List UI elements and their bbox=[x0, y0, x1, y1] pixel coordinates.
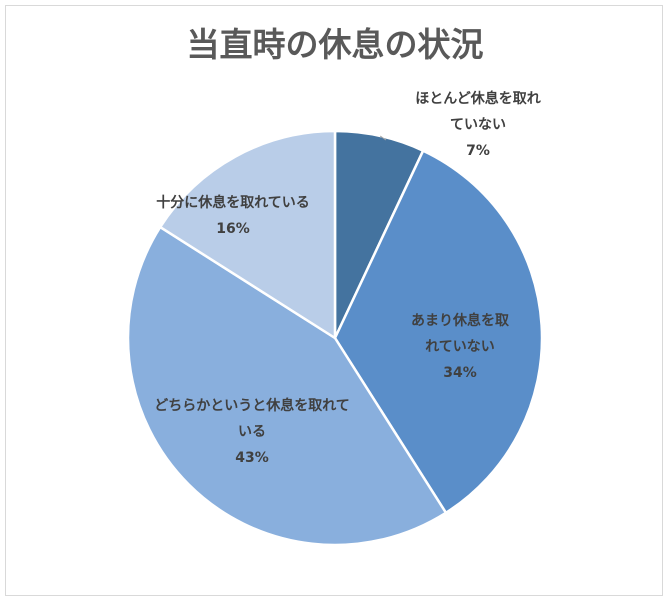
value-label: 7% bbox=[466, 143, 490, 159]
pie-slice bbox=[126, 225, 448, 547]
leader-line bbox=[379, 135, 387, 141]
category-label: あまり休息を取れていない bbox=[411, 313, 509, 355]
chart-frame bbox=[5, 5, 663, 596]
category-label: ほとんど休息を取れていない bbox=[415, 91, 541, 133]
value-label: 16% bbox=[216, 221, 250, 237]
chart-title: 当直時の休息の状況 bbox=[186, 25, 484, 64]
data-label: どちらかというと休息を取れている 43% bbox=[152, 393, 352, 471]
pie-slice bbox=[333, 149, 544, 515]
value-label: 43% bbox=[235, 450, 269, 466]
data-label: あまり休息を取れていない 34% bbox=[408, 308, 513, 386]
data-label: 十分に休息を取れている 16% bbox=[156, 190, 310, 242]
category-label: 十分に休息を取れている bbox=[156, 195, 310, 211]
pie-slice bbox=[158, 129, 337, 341]
value-label: 34% bbox=[443, 365, 477, 381]
category-label: どちらかというと休息を取れている bbox=[154, 398, 350, 440]
data-label: ほとんど休息を取れていない 7% bbox=[413, 86, 543, 164]
